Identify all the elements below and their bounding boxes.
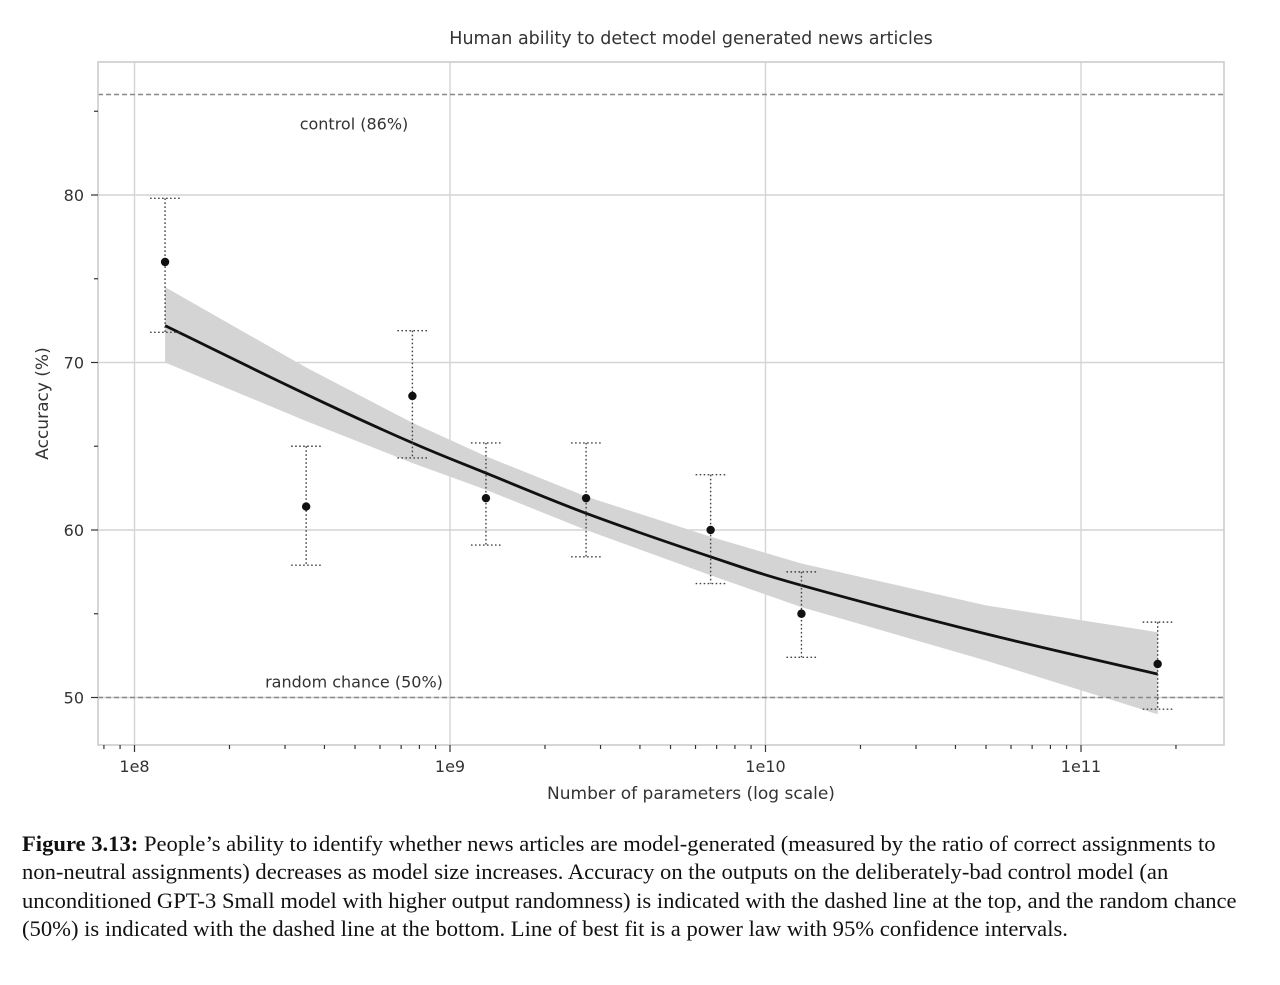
data-point <box>1153 659 1162 669</box>
best-fit-line <box>164 324 1159 676</box>
data-point-group <box>291 445 322 566</box>
figure-label: Figure 3.13: <box>22 831 139 856</box>
data-point <box>581 493 591 503</box>
chart: 1e8 1e9 1e10 1e11 50 60 70 80 control (86%) rando… <box>33 29 1225 804</box>
data-point <box>481 493 491 503</box>
confidence-band <box>165 287 1158 715</box>
data-point-group <box>571 442 602 558</box>
y-tick-label: 70 <box>64 354 84 373</box>
y-axis-label: Accuracy (%) <box>33 347 53 459</box>
data-point <box>408 391 417 401</box>
chart-title: Human ability to detect model generated … <box>449 29 932 49</box>
y-tick-label: 80 <box>64 186 84 205</box>
data-point-group <box>150 197 181 334</box>
data-point-group <box>1142 621 1173 710</box>
control-label: control (86%) <box>300 115 409 134</box>
random-chance-label: random chance (50%) <box>265 672 443 691</box>
x-tick-label: 1e8 <box>119 757 149 776</box>
data-point <box>301 502 311 511</box>
figure-caption: Figure 3.13: People’s ability to identif… <box>22 830 1247 943</box>
chart-svg: 1e8 1e9 1e10 1e11 50 60 70 80 control (86%) rando… <box>33 29 1225 804</box>
data-point-group <box>397 329 428 459</box>
x-axis-label: Number of parameters (log scale) <box>547 784 835 804</box>
y-tick-label: 50 <box>64 689 84 708</box>
x-tick-label: 1e10 <box>745 757 785 776</box>
x-tick-label: 1e11 <box>1061 757 1101 776</box>
x-tick-label: 1e9 <box>435 757 465 776</box>
data-point <box>797 609 806 618</box>
y-tick-label: 60 <box>64 521 84 540</box>
caption-text: People’s ability to identify whether new… <box>22 831 1237 941</box>
data-point <box>160 257 170 267</box>
data-point-group <box>470 442 501 546</box>
data-point-group <box>695 474 726 585</box>
data-point <box>706 525 715 535</box>
plot-frame <box>97 61 1225 746</box>
data-point-group <box>786 571 817 658</box>
